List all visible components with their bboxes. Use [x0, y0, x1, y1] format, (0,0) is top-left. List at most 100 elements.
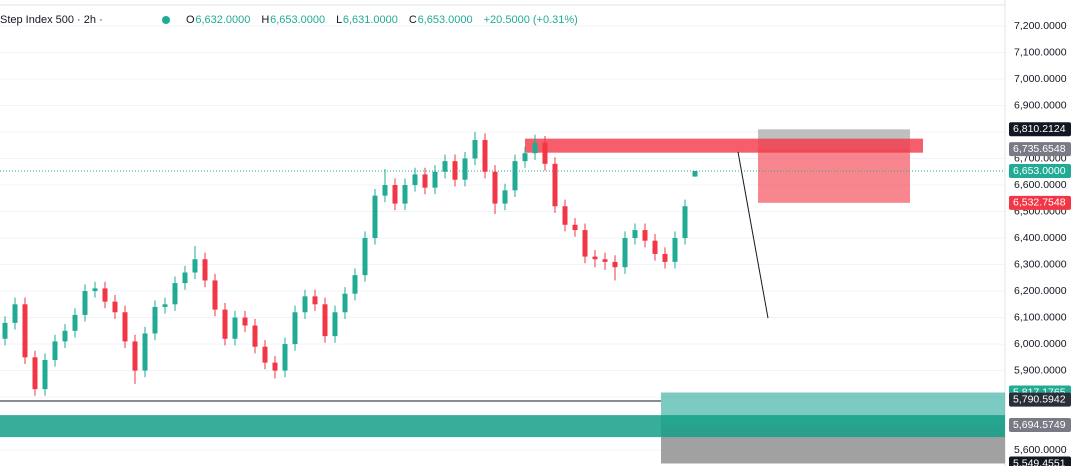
y-tick-label: 7,200.0000 — [1014, 20, 1067, 32]
y-tick-label: 6,600.0000 — [1014, 179, 1067, 191]
candle-body — [372, 195, 378, 239]
trend-line — [737, 151, 769, 319]
candle-body — [222, 309, 228, 339]
price-label: 5,694.5749 — [1013, 419, 1066, 431]
candle-body — [662, 253, 668, 262]
candle-body — [322, 304, 328, 337]
candle-body — [602, 259, 608, 262]
candle-body — [652, 240, 658, 254]
y-tick-label: 6,400.0000 — [1014, 232, 1067, 244]
ohlc-key: H — [261, 14, 269, 26]
y-tick-label: 6,900.0000 — [1014, 99, 1067, 111]
price-label-box — [1009, 195, 1071, 210]
ohlc-key: L — [336, 14, 342, 26]
candle-body — [592, 256, 598, 260]
ohlc-key: O — [186, 14, 195, 26]
candle-body — [52, 341, 58, 360]
candle-body — [192, 259, 198, 273]
y-tick-label: 7,000.0000 — [1014, 73, 1067, 85]
candle-body — [62, 330, 68, 342]
candle-body — [502, 190, 508, 204]
symbol-title: Step Index 500 · 2h · — [0, 14, 103, 26]
candle-body — [442, 161, 448, 172]
candle-body — [482, 139, 488, 172]
candle-body — [352, 275, 358, 294]
candle-body — [2, 322, 8, 339]
y-tick-label: 7,100.0000 — [1014, 46, 1067, 58]
ohlc-value: 6,653.0000 — [418, 14, 473, 26]
candle-body — [212, 280, 218, 310]
candle-body — [272, 362, 278, 371]
candle-body — [572, 224, 578, 231]
y-tick-label: 5,600.0000 — [1014, 444, 1067, 456]
candle-body — [642, 230, 648, 241]
candle-body — [412, 174, 418, 186]
candle-body — [532, 142, 538, 154]
candle-body — [282, 344, 288, 371]
candle-body — [342, 293, 348, 313]
candle-body — [432, 171, 438, 188]
price-label-box — [1009, 122, 1071, 137]
candle-body — [252, 325, 258, 347]
candle-body — [202, 259, 208, 281]
candle-body — [612, 261, 618, 268]
candle-body — [692, 170, 698, 177]
candle-body — [72, 314, 78, 331]
candle-body — [92, 288, 98, 292]
change-value: +20.5000 (+0.31%) — [484, 14, 578, 26]
y-tick-label: 6,000.0000 — [1014, 338, 1067, 350]
candle-body — [632, 230, 638, 239]
price-label: 6,810.2124 — [1013, 123, 1066, 135]
candle-body — [452, 161, 458, 180]
candle-body — [392, 185, 398, 204]
status-dot — [162, 16, 170, 24]
price-label: 6,653.0000 — [1013, 165, 1066, 177]
price-label-box — [1009, 163, 1071, 178]
candle-body — [402, 185, 408, 204]
candle-body — [172, 283, 178, 305]
candle-body — [242, 317, 248, 326]
candle-body — [262, 346, 268, 363]
price-label-box — [1009, 456, 1071, 466]
candle-body — [12, 304, 18, 323]
candle-body — [112, 301, 118, 313]
candle-body — [382, 185, 388, 196]
candle-body — [232, 317, 238, 339]
candle-body — [32, 357, 38, 390]
candle-body — [42, 359, 48, 390]
candle-body — [152, 306, 158, 334]
candle-body — [512, 161, 518, 191]
candle-body — [332, 312, 338, 337]
candle-body — [132, 341, 138, 371]
candle-body — [122, 312, 128, 342]
candle-body — [462, 158, 468, 180]
candle-body — [582, 230, 588, 257]
candle-body — [422, 174, 428, 188]
ohlc-value: 6,632.0000 — [195, 14, 250, 26]
y-tick-label: 5,900.0000 — [1014, 364, 1067, 376]
candle-body — [312, 296, 318, 305]
price-label: 6,735.6548 — [1013, 143, 1066, 155]
candle-body — [552, 163, 558, 207]
candle-body — [142, 333, 148, 371]
zone — [758, 149, 910, 203]
ohlc-value: 6,653.0000 — [270, 14, 325, 26]
zone — [525, 138, 923, 153]
price-axis: 7,200.0000 7,100.0000 7,000.0000 6,900.0000… — [1009, 20, 1071, 466]
candle-body — [182, 272, 188, 284]
candle-body — [682, 206, 688, 239]
ohlc-key: C — [409, 14, 417, 26]
legend: Step Index 500 · 2h · O 6,632.0000 H 6,653.… — [0, 14, 578, 26]
candle-body — [82, 291, 88, 315]
plot-area — [0, 25, 1005, 464]
candle-body — [672, 238, 678, 262]
candle-body — [302, 296, 308, 313]
zone — [0, 415, 1005, 438]
candle-body — [492, 171, 498, 204]
candle-body — [162, 304, 168, 307]
candle-body — [562, 206, 568, 225]
y-tick-label: 6,200.0000 — [1014, 285, 1067, 297]
price-label: 5,790.5942 — [1013, 393, 1066, 405]
